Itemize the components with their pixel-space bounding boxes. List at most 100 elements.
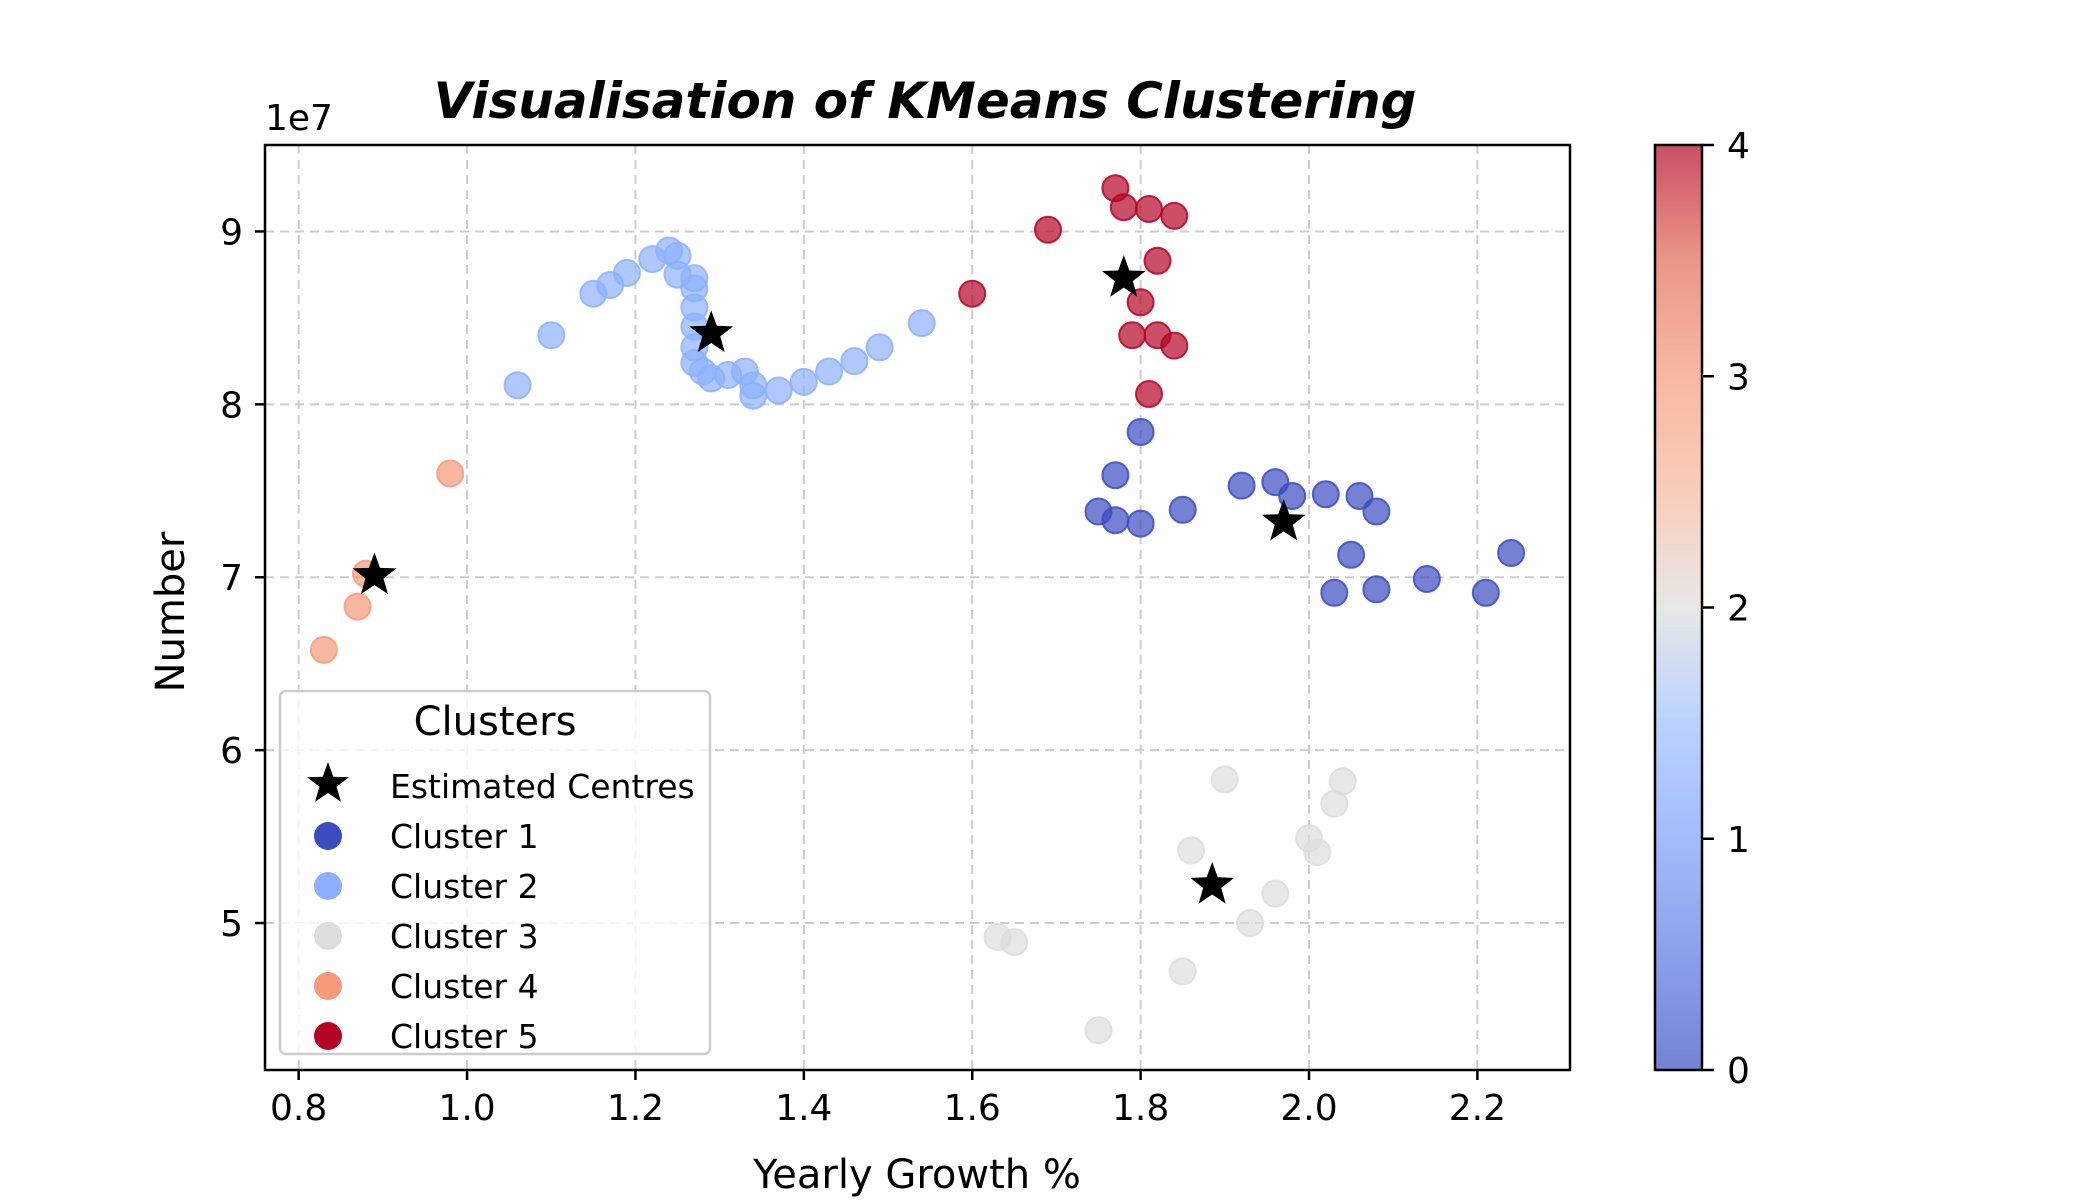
x-axis-label: Yearly Growth % <box>752 1152 1081 1198</box>
data-point <box>343 592 372 621</box>
data-point <box>1084 1016 1113 1045</box>
data-point <box>1160 331 1189 360</box>
colorbar-fill <box>1655 145 1702 1070</box>
data-point <box>537 321 566 350</box>
series-cluster-1 <box>1084 418 1526 607</box>
y-axis-label: Number <box>148 531 194 692</box>
legend-box <box>278 689 712 1056</box>
legend-entry: Cluster 1 <box>314 817 539 856</box>
data-point <box>1362 497 1391 526</box>
data-point <box>613 258 641 287</box>
centre-star <box>1101 255 1146 297</box>
grid <box>265 145 1570 1070</box>
data-point <box>764 376 793 405</box>
legend-label: Cluster 1 <box>390 817 539 856</box>
legend-entry: Cluster 3 <box>314 917 539 956</box>
legend-label: Cluster 3 <box>390 917 539 956</box>
x-tick-label: 1.6 <box>944 1088 1001 1129</box>
data-point <box>1320 578 1349 607</box>
colorbar: 0 1 2 3 4 <box>1653 126 1750 1092</box>
x-tick-label: 0.8 <box>270 1088 327 1129</box>
plot-frame <box>263 143 1572 1072</box>
legend-title: Clusters <box>414 699 577 745</box>
x-tick-label: 2.0 <box>1280 1088 1337 1129</box>
legend-marker <box>314 822 342 850</box>
x-axis: 0.8 1.0 1.2 1.4 1.6 1.8 2.0 2.2 <box>270 1070 1506 1129</box>
legend-label: Estimated Centres <box>390 767 695 806</box>
data-point <box>1135 380 1163 408</box>
legend-label: Cluster 2 <box>390 867 539 906</box>
data-point <box>789 367 818 396</box>
y-tick-label: 5 <box>220 904 243 945</box>
data-point <box>815 357 844 386</box>
series-cluster-5 <box>958 174 1189 408</box>
data-point <box>1278 482 1307 510</box>
x-tick-label: 1.8 <box>1112 1088 1169 1129</box>
y-tick-label: 6 <box>220 731 243 772</box>
legend-marker <box>314 972 342 1000</box>
data-point <box>1034 215 1062 244</box>
legend-entry: Cluster 4 <box>314 967 539 1006</box>
data-point <box>503 371 532 400</box>
legend-entry: Cluster 2 <box>314 867 539 906</box>
chart-title: Visualisation of KMeans Clustering <box>434 72 1417 130</box>
colorbar-tick-label: 3 <box>1727 357 1750 398</box>
data-point <box>1303 838 1332 867</box>
data-point <box>1337 540 1366 569</box>
y-offset-label: 1e7 <box>265 98 333 139</box>
series-cluster-3 <box>983 765 1357 1045</box>
data-point <box>1261 879 1290 908</box>
data-point <box>1497 539 1526 567</box>
colorbar-tick-label: 1 <box>1727 820 1750 861</box>
data-point <box>1126 418 1155 446</box>
colorbar-tick-label: 2 <box>1727 589 1750 630</box>
centres-layer <box>352 255 1306 904</box>
data-point <box>1118 321 1147 350</box>
x-tick-label: 2.2 <box>1449 1088 1506 1129</box>
data-point <box>1101 461 1130 490</box>
y-axis: 5 6 7 8 9 <box>220 212 265 945</box>
y-tick-label: 9 <box>220 212 243 253</box>
data-point <box>1412 565 1441 593</box>
centre-star <box>352 552 397 595</box>
data-point <box>1109 193 1138 222</box>
data-point <box>907 309 936 338</box>
data-point <box>1227 471 1256 500</box>
legend-label: Cluster 4 <box>390 967 539 1006</box>
data-point <box>1177 836 1206 865</box>
centre-star <box>689 310 734 353</box>
x-tick-label: 1.2 <box>607 1088 664 1129</box>
data-point <box>1135 195 1163 223</box>
data-point <box>1126 509 1155 538</box>
data-point <box>865 333 894 362</box>
legend-marker <box>314 872 342 900</box>
legend-entries: Estimated Centres Cluster 1 Cluster 2 Clust… <box>307 762 695 1056</box>
colorbar-tick-label: 4 <box>1727 126 1750 167</box>
data-point <box>1471 578 1500 607</box>
legend-marker <box>314 922 342 950</box>
series-layer <box>309 174 1526 1045</box>
centre-star <box>1190 862 1235 904</box>
data-point <box>958 279 987 308</box>
data-point <box>1168 495 1197 524</box>
data-point <box>1143 246 1172 275</box>
data-point <box>840 347 869 376</box>
legend-marker <box>314 1022 342 1050</box>
legend: Clusters Estimated Centres Cluster 1 Clust… <box>278 689 712 1056</box>
y-tick-label: 7 <box>220 558 243 599</box>
legend-label: Cluster 5 <box>390 1017 539 1056</box>
data-point <box>436 459 465 488</box>
data-point <box>309 635 338 664</box>
y-tick-label: 8 <box>220 385 243 426</box>
data-point <box>1362 575 1391 604</box>
x-tick-label: 1.4 <box>775 1088 832 1129</box>
centre-star <box>1261 498 1306 541</box>
data-point <box>1320 789 1349 818</box>
series-cluster-2 <box>503 236 936 410</box>
colorbar-tick-label: 0 <box>1727 1051 1750 1092</box>
colorbar-ticks: 0 1 2 3 4 <box>1702 126 1750 1092</box>
data-point <box>1311 480 1340 509</box>
data-point <box>1160 201 1189 230</box>
legend-entry: Cluster 5 <box>314 1017 539 1056</box>
